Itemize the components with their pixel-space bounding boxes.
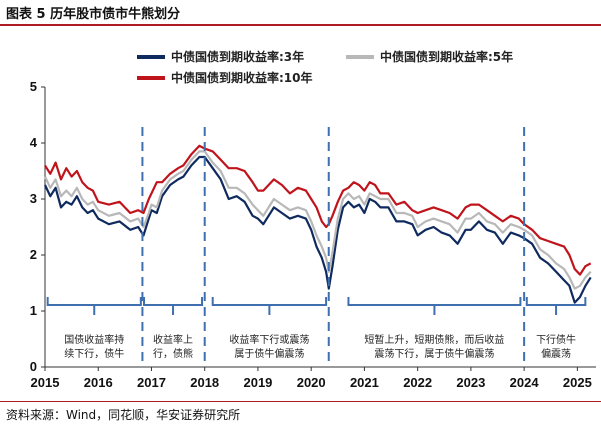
source-rule [0, 401, 601, 402]
x-tick-label: 2018 [190, 375, 219, 390]
phase-label: 国债收益率持 [64, 333, 124, 346]
y-tick-label: 1 [30, 303, 37, 318]
y-tick-label: 5 [30, 79, 37, 94]
series-line-0 [44, 155, 592, 304]
x-tick-label: 2023 [456, 375, 485, 390]
phase-label: 短暂上升，短期债熊，而后收益 [364, 333, 504, 346]
x-tick-label: 2017 [137, 375, 166, 390]
legend-label: 中债国债到期收益率:10年 [171, 70, 313, 85]
x-tick-label: 2020 [297, 375, 326, 390]
phase-bracket [46, 297, 142, 315]
phase-label: 下行债牛 [536, 333, 576, 346]
y-tick-label: 4 [30, 135, 38, 150]
figure-title: 图表 5 历年股市债市牛熊划分 [6, 7, 181, 22]
phase-bracket [525, 297, 587, 315]
x-tick-label: 2024 [510, 375, 540, 390]
phase-bracket [143, 297, 204, 315]
phase-label: 行，债熊 [153, 347, 193, 360]
x-tick-label: 2019 [243, 375, 272, 390]
y-tick-label: 0 [30, 359, 37, 374]
phase-label: 收益率上 [153, 333, 193, 346]
phase-label: 震荡下行，属于债牛偏震荡 [374, 347, 494, 360]
yield-chart: 0 1 2 3 4 5 2015 2016 2017 2018 2019 2020 2021 2022 20… [30, 49, 596, 390]
y-tick-label: 2 [30, 247, 37, 262]
legend-label: 中债国债到期收益率:3年 [171, 49, 304, 64]
x-tick-label: 2021 [350, 375, 379, 390]
y-tick-label: 3 [30, 191, 37, 206]
phase-label: 收益率下行或震荡 [229, 333, 309, 346]
source-note: 资料来源：Wind，同花顺，华安证券研究所 [6, 408, 241, 422]
x-tick-label: 2015 [31, 375, 60, 390]
phase-label: 续下行，债牛 [64, 347, 124, 360]
phase-bracket [211, 297, 328, 315]
series-line-2 [44, 144, 592, 276]
phase-bracket [347, 297, 522, 315]
title-rule [0, 24, 601, 26]
legend-label: 中债国债到期收益率:5年 [380, 49, 513, 64]
x-tick-label: 2022 [403, 375, 432, 390]
phase-label: 偏震荡 [541, 347, 571, 360]
phase-label: 属于债牛偏震荡 [234, 347, 304, 360]
x-tick-label: 2016 [84, 375, 113, 390]
x-tick-label: 2025 [563, 375, 592, 390]
series-line-1 [44, 150, 592, 290]
